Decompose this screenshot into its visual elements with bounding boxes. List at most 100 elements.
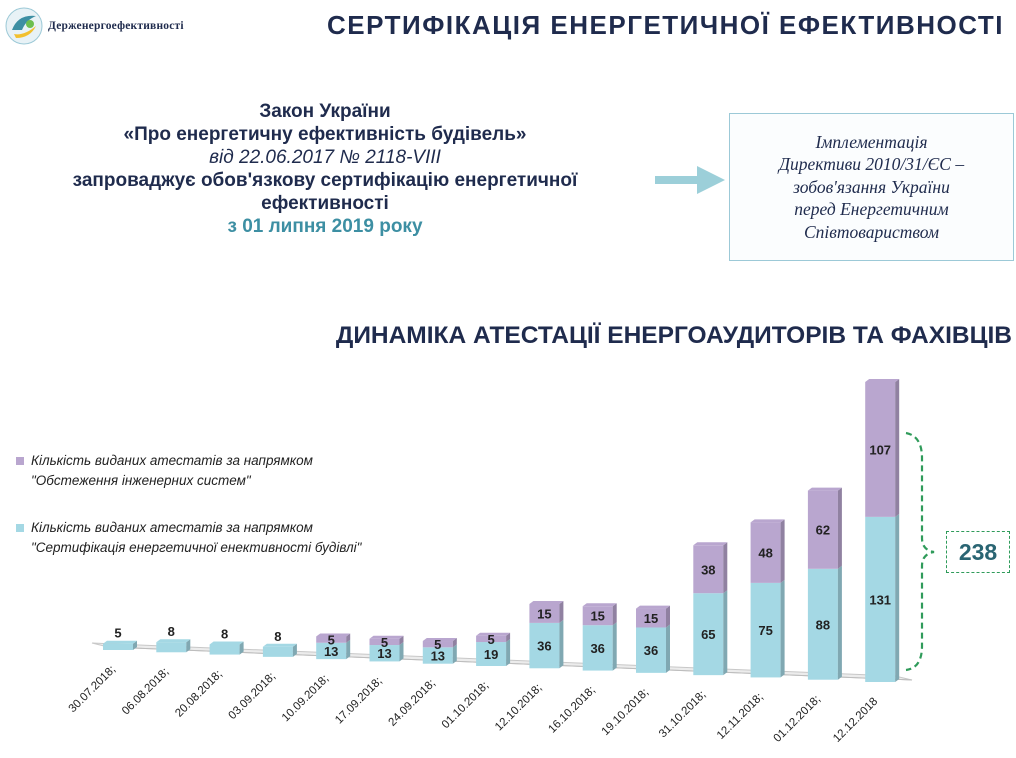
bar-certification-side (133, 640, 137, 650)
bar-certification (156, 642, 187, 653)
x-tick-label: 10.09.2018; (280, 673, 331, 724)
law-line-4: запроваджує обов'язкову сертифікацію ене… (72, 170, 578, 191)
bar-certification-side (780, 579, 785, 678)
data-label-certification: 65 (701, 627, 715, 642)
x-tick-label: 01.10.2018; (440, 680, 491, 731)
bar-certification-side (666, 624, 670, 673)
bar-certification-side (895, 513, 900, 682)
bar-certification-side (837, 565, 842, 680)
data-label-certification: 19 (484, 647, 498, 662)
bar-engineering (807, 490, 838, 569)
bar-top-face (529, 601, 564, 604)
bar-certification (422, 647, 453, 664)
data-label-engineering: 5 (328, 633, 335, 648)
data-label-engineering: 48 (758, 546, 772, 561)
bar-top-face (209, 641, 244, 645)
bar-top-face (476, 632, 511, 636)
data-label-engineering: 5 (487, 632, 494, 647)
bar-top-face (316, 633, 351, 637)
bar-certification-side (186, 639, 191, 653)
total-badge: 238 (946, 531, 1010, 573)
bar-certification (103, 643, 133, 650)
bar-engineering (582, 606, 613, 626)
law-line-6: з 01 липня 2019 року (227, 216, 423, 237)
bar-engineering-side (506, 632, 511, 643)
bar-group: 8 (262, 629, 297, 657)
bar-group: 135 (422, 637, 457, 664)
data-label-engineering: 5 (434, 637, 441, 652)
bar-certification (693, 593, 724, 676)
bar-group: 8 (156, 624, 191, 653)
implementation-box: Імплементація Директиви 2010/31/ЄС – зоб… (729, 113, 1014, 261)
bar-certification (865, 516, 896, 682)
x-tick-label: 12.11.2018; (715, 691, 766, 742)
bar-group: 8 (209, 626, 244, 655)
bar-certification (529, 622, 560, 669)
bar-top-face (693, 542, 728, 546)
logo-text: Держенергоефективності (48, 20, 184, 32)
data-label-certification: 13 (431, 649, 445, 664)
bar-certification (750, 582, 781, 678)
bar-group: 65 38 (693, 542, 728, 676)
data-label-certification: 8 (274, 629, 281, 644)
data-label-engineering: 38 (701, 562, 715, 577)
data-label-engineering: 15 (644, 611, 658, 626)
legend-label-certification: Кількість виданих атестатів за напрямком… (31, 520, 362, 555)
x-tick-label: 03.09.2018; (227, 670, 278, 721)
bar-engineering-side (452, 638, 457, 648)
bar-certification-side (559, 619, 564, 669)
page-title: СЕРТИФІКАЦІЯ ЕНЕРГЕТИЧНОЇ ЕФЕКТИВНОСТІ (327, 10, 1004, 40)
x-tick-label: 20.08.2018; (173, 668, 224, 719)
impl-line-3: зобов'язання України (793, 176, 950, 197)
bar-engineering-side (837, 487, 842, 569)
data-label-certification: 8 (221, 626, 228, 641)
bar-engineering (369, 638, 400, 646)
bar-certification (369, 645, 400, 662)
x-tick-label: 19.10.2018; (600, 686, 651, 737)
data-label-certification: 5 (114, 626, 121, 641)
bar-group: 5 (103, 626, 137, 650)
law-line-1: Закон України (259, 101, 391, 122)
data-label-engineering: 15 (590, 609, 604, 624)
bar-engineering-side (723, 542, 728, 594)
bar-engineering (750, 522, 781, 583)
bar-top-face (807, 487, 842, 491)
bar-top-face (103, 640, 137, 644)
bar-top-face (582, 603, 617, 607)
law-line-2: «Про енергетичну ефективність будівель» (123, 124, 527, 145)
bar-engineering (422, 641, 453, 648)
bar-group: 36 15 (636, 605, 670, 673)
bar-engineering-side (666, 605, 670, 628)
bar-certification (262, 646, 293, 657)
arrow-right-icon (655, 166, 725, 194)
impl-line-1: Імплементація (815, 131, 928, 152)
bar-certification-side (346, 639, 351, 660)
data-label-certification: 36 (644, 643, 658, 658)
bar-certification (316, 642, 347, 660)
x-tick-label: 12.10.2018; (493, 682, 544, 733)
bar-certification-side (292, 643, 297, 657)
bar-group: 195 (476, 632, 511, 666)
bar-certification-side (723, 590, 728, 676)
bar-top-face (369, 635, 404, 639)
bar-group: 131 107 (865, 379, 900, 682)
bar-certification (476, 642, 507, 666)
bar-top-face (636, 605, 670, 609)
x-tick-label: 30.07.2018; (67, 664, 118, 715)
bar-group: 135 (316, 633, 351, 660)
data-label-certification: 75 (758, 623, 772, 638)
bar-top-face (750, 519, 785, 523)
bar-engineering-side (559, 601, 564, 623)
bar-certification (209, 644, 240, 655)
bar-certification (636, 627, 666, 673)
x-tick-label: 06.08.2018; (120, 666, 171, 717)
bar-engineering (529, 604, 560, 623)
x-tick-label: 16.10.2018; (546, 684, 597, 735)
data-label-certification: 8 (168, 624, 175, 639)
data-label-engineering: 62 (816, 523, 830, 538)
bar-engineering (316, 636, 347, 643)
x-tick-label: 31.10.2018; (657, 689, 708, 740)
x-tick-label: 01.12.2018; (772, 693, 823, 744)
legend-item-engineering: Кількість виданих атестатів за напрямком… (16, 451, 376, 491)
